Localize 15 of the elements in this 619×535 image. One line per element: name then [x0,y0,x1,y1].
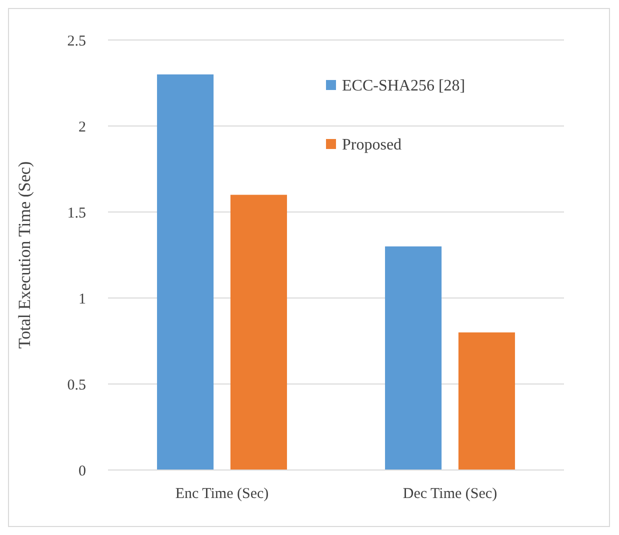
x-tick-label: Dec Time (Sec) [402,486,498,502]
y-tick-label: 1 [78,291,86,308]
bar [230,194,287,470]
y-tick-label: 2 [78,119,86,136]
y-axis-title: Total Execution Time (Sec) [15,161,34,349]
y-tick-label: 2.5 [67,33,86,50]
legend-label: ECC-SHA256 [28] [342,78,466,95]
x-tick-label: Enc Time (Sec) [175,486,269,502]
legend-label: Proposed [342,136,402,154]
y-tick-label: 0 [78,463,86,480]
y-tick-label: 0.5 [67,377,86,394]
bar [458,332,515,470]
bar [385,246,442,470]
bar [157,74,214,470]
y-tick-label: 1.5 [67,205,86,222]
